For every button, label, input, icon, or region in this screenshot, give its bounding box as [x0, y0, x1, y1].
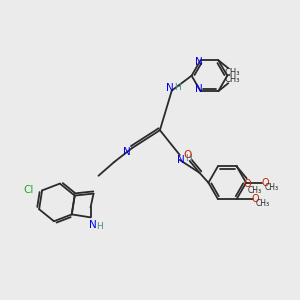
Text: O: O: [184, 150, 192, 160]
Text: N: N: [166, 82, 174, 93]
Text: N: N: [195, 84, 203, 94]
Text: O: O: [244, 179, 251, 189]
Text: Cl: Cl: [23, 185, 33, 195]
Text: CH₃: CH₃: [255, 200, 269, 208]
Text: O: O: [261, 178, 269, 188]
Text: H: H: [96, 222, 103, 231]
Text: H: H: [185, 154, 192, 164]
Text: CH₃: CH₃: [224, 75, 240, 84]
Text: N: N: [177, 155, 184, 165]
Text: O: O: [252, 194, 259, 204]
Text: CH₃: CH₃: [248, 186, 262, 195]
Text: N: N: [195, 57, 203, 67]
Text: H: H: [174, 83, 181, 92]
Text: CH₃: CH₃: [265, 183, 279, 192]
Text: N: N: [89, 220, 96, 230]
Text: N: N: [123, 147, 131, 157]
Text: CH₃: CH₃: [224, 68, 240, 76]
